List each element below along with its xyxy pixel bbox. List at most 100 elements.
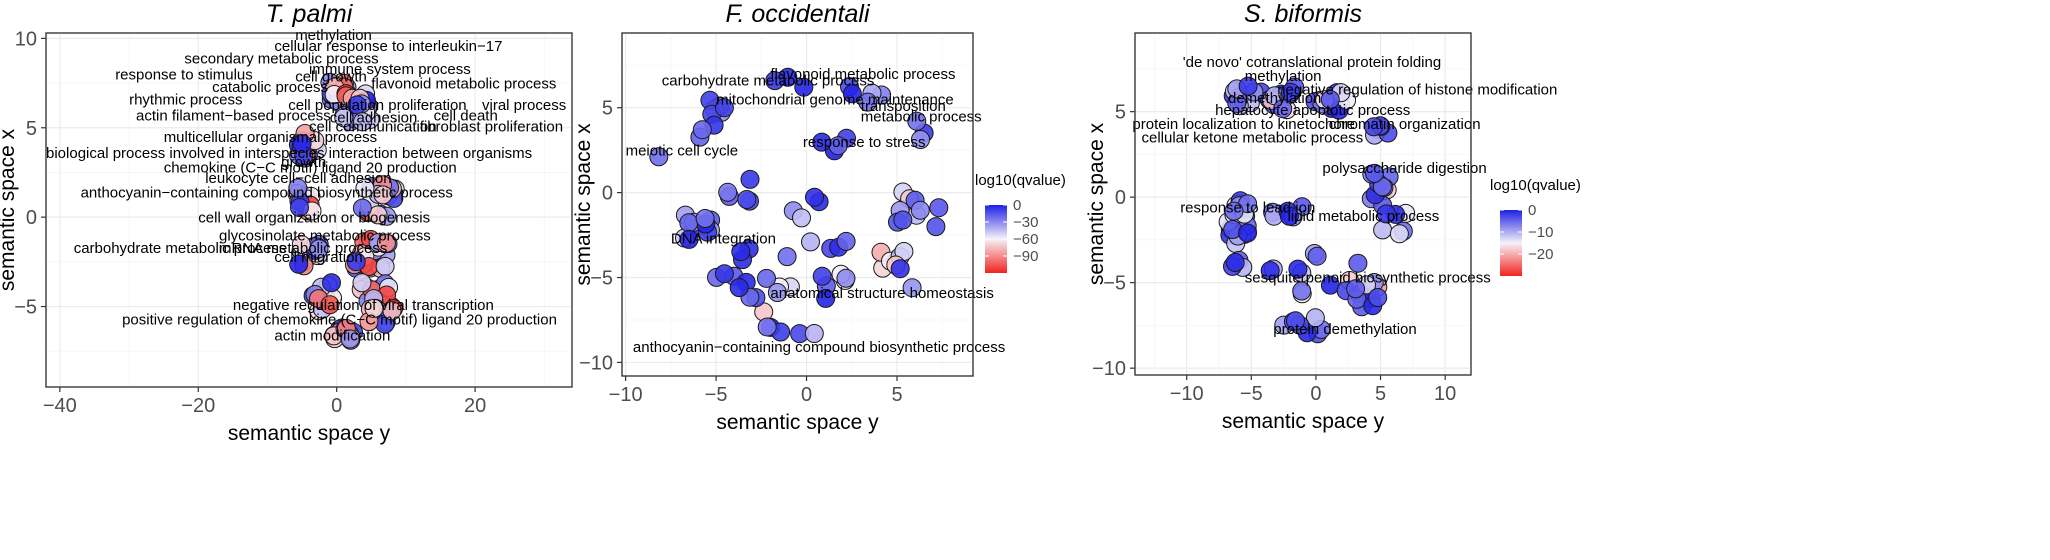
go-term-bubble — [334, 108, 354, 128]
go-term-label: leukocyte cell−cell adhesion — [205, 170, 391, 187]
y-tick-label: 0 — [1115, 187, 1126, 209]
go-term-label: chromatin organization — [1329, 116, 1481, 133]
go-term-bubble — [836, 268, 856, 288]
x-tick-label: 0 — [331, 395, 342, 417]
go-term-bubble — [801, 232, 820, 252]
go-term-bubble — [346, 252, 366, 272]
go-term-bubble — [288, 178, 308, 198]
bubble-layer — [287, 72, 405, 350]
go-term-bubble — [320, 295, 340, 315]
go-term-bubble — [355, 178, 375, 198]
y-tick-label: −5 — [590, 268, 613, 290]
go-term-label: flavonoid metabolic process — [371, 75, 556, 92]
go-term-bubble — [290, 198, 309, 217]
go-term-label: cellular ketone metabolic process — [1142, 129, 1364, 146]
go-term-label: cell adhesion — [330, 109, 418, 126]
go-term-bubble — [1376, 204, 1396, 224]
go-term-bubble — [649, 147, 669, 167]
go-term-bubble — [1346, 279, 1366, 299]
go-term-label: biological process involved in interspec… — [46, 145, 532, 162]
go-term-label: flavonoid metabolic process — [770, 66, 955, 83]
go-term-label: response to lead ion — [1180, 200, 1315, 217]
go-term-bubble — [1368, 288, 1388, 307]
go-term-label: catabolic process — [212, 79, 328, 96]
go-term-bubble — [910, 200, 930, 220]
go-term-bubble — [364, 298, 384, 318]
go-term-bubble — [1292, 281, 1312, 301]
go-term-bubble — [740, 169, 760, 189]
go-term-label: glycosinolate metabolic process — [219, 227, 431, 244]
go-term-label: carbohydrate metabolic process — [74, 240, 287, 257]
go-term-label: protein localization to kinetochore — [1132, 116, 1355, 133]
go-term-label: cell migration — [274, 249, 362, 266]
go-term-label: fibroblast proliferation — [420, 118, 563, 135]
x-tick-label: −10 — [1170, 383, 1204, 405]
go-term-label: methylation — [295, 27, 372, 44]
panel-border — [45, 32, 573, 388]
go-term-label: anthocyanin−containing compound biosynth… — [633, 339, 1005, 356]
go-term-bubble — [376, 233, 396, 253]
go-term-label: anthocyanin−containing compound biosynth… — [81, 185, 453, 202]
go-term-bubble — [792, 208, 811, 228]
legend-colorbar — [985, 205, 1007, 273]
go-term-bubble — [714, 98, 734, 118]
go-term-bubble — [804, 324, 824, 343]
go-term-bubble — [729, 278, 749, 298]
go-term-label: sesquiterpenoid biosynthetic process — [1245, 270, 1491, 287]
go-term-label: 'de novo' cotranslational protein foldin… — [1183, 54, 1441, 71]
go-term-bubble — [289, 254, 309, 274]
go-term-bubble — [352, 198, 372, 218]
x-axis-title: semantic space y — [716, 411, 879, 434]
x-tick-label: −10 — [609, 384, 643, 406]
go-term-bubble — [893, 210, 913, 230]
go-term-bubble — [292, 134, 312, 154]
go-term-label: transposition — [861, 98, 946, 115]
go-term-bubble — [1238, 76, 1258, 96]
go-term-bubble — [757, 317, 777, 337]
go-term-bubble — [1224, 201, 1244, 221]
go-term-bubble — [679, 229, 699, 249]
go-term-label: demethylation — [1228, 90, 1321, 107]
go-term-bubble — [731, 242, 751, 262]
go-term-bubble — [291, 235, 311, 254]
go-term-label: secondary metabolic process — [184, 50, 378, 67]
go-term-bubble — [805, 187, 824, 207]
y-tick-label: 0 — [602, 183, 613, 205]
go-term-label: hepatocyte apoptotic process — [1215, 102, 1410, 119]
legend-colorbar — [1500, 210, 1522, 276]
go-term-bubble — [1281, 82, 1300, 102]
y-tick-label: 0 — [26, 207, 37, 229]
go-term-bubble — [1260, 261, 1280, 281]
go-term-bubble — [816, 288, 836, 308]
y-tick-label: −5 — [1103, 273, 1126, 295]
go-term-label: meiotic cell cycle — [626, 142, 739, 159]
bubble-layer — [1218, 76, 1416, 344]
go-term-bubble — [929, 198, 949, 218]
go-term-bubble — [842, 84, 862, 104]
y-axis-title: semantic space x — [0, 128, 19, 291]
go-term-bubble — [347, 95, 367, 115]
legend-tick-label: −20 — [1528, 246, 1553, 263]
y-axis-title: semantic space x — [572, 123, 595, 286]
go-term-bubble — [679, 213, 699, 233]
go-term-bubble — [352, 273, 372, 293]
go-term-label: response to stimulus — [115, 67, 253, 84]
go-term-label: immune system process — [309, 61, 471, 78]
go-term-label: DNA integration — [671, 231, 776, 248]
x-tick-label: 5 — [1375, 383, 1386, 405]
go-term-label: positive regulation of chemokine (C−C mo… — [122, 311, 557, 328]
go-term-bubble — [1389, 224, 1409, 244]
go-term-label: chemokine (C−C motif) ligand 20 producti… — [164, 160, 457, 177]
go-term-bubble — [907, 111, 927, 131]
y-tick-label: 10 — [15, 28, 37, 50]
go-term-label: mitochondrial genome maintenance — [716, 91, 954, 108]
x-tick-label: −40 — [43, 395, 77, 417]
legend-title: log10(qvalue) — [1490, 177, 1581, 194]
go-term-bubble — [1365, 163, 1384, 183]
legend-tick-label: 0 — [1013, 197, 1021, 214]
go-term-bubble — [340, 329, 360, 349]
go-term-bubble — [1307, 246, 1327, 266]
panel-border — [1134, 32, 1472, 376]
y-axis-title: semantic space x — [1085, 122, 1108, 285]
